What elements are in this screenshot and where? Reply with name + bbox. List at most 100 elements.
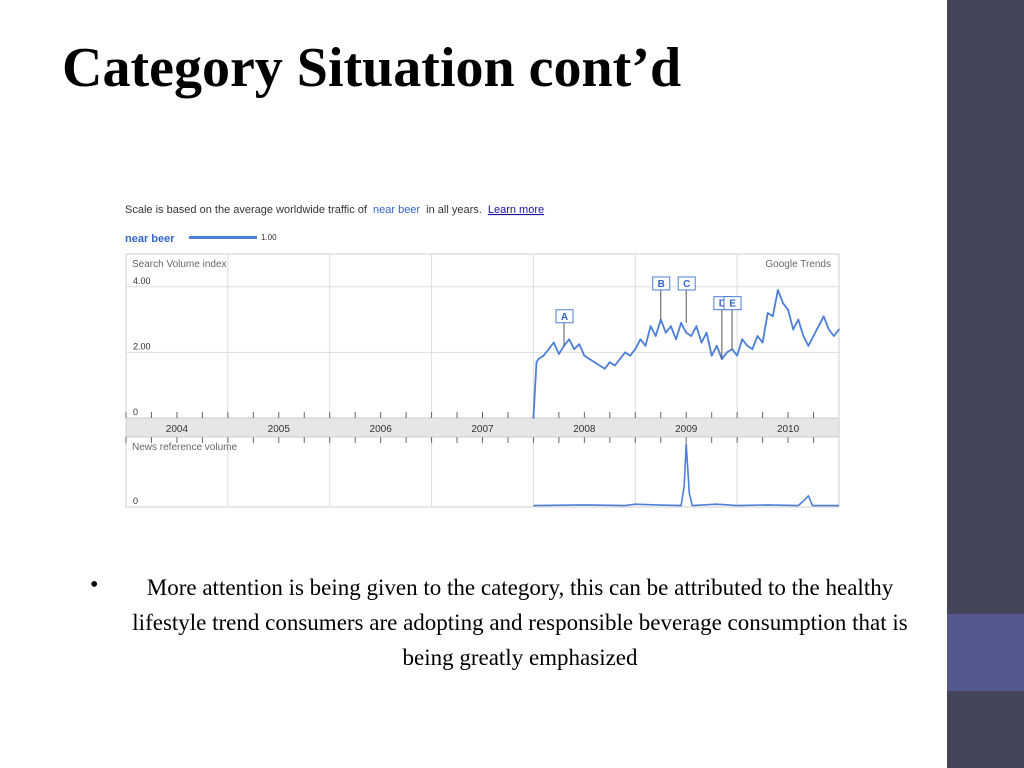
series-point: [838, 328, 840, 331]
series-point: [614, 364, 616, 367]
panel-title-search-volume: Search Volume index: [132, 259, 227, 270]
series-point: [715, 344, 718, 347]
y-tick-label-news: 0: [133, 496, 138, 506]
google-trends-chart: Scale is based on the average worldwide …: [125, 204, 840, 508]
learn-more-link[interactable]: Learn more: [488, 204, 544, 216]
series-point: [771, 315, 774, 318]
y-tick-label: 0: [133, 407, 138, 417]
bullet-marker: •: [90, 572, 99, 598]
series-point: [802, 335, 805, 337]
x-tick-label: 2009: [675, 424, 698, 435]
series-point: [792, 328, 795, 331]
series-point: [710, 354, 713, 357]
series-point: [537, 358, 540, 360]
series-point: [593, 361, 596, 364]
annotation-flag-b: B: [652, 276, 671, 320]
series-point: [573, 348, 576, 351]
series-point: [654, 335, 657, 337]
series-point: [649, 325, 652, 328]
annotation-label: E: [729, 299, 736, 310]
series-point: [787, 308, 789, 311]
series-point: [535, 361, 538, 364]
series-point: [583, 354, 586, 357]
annotation-box: [555, 309, 574, 324]
series-point: [619, 358, 621, 360]
panel-title-news: News reference volume: [132, 442, 237, 453]
series-point: [700, 341, 703, 344]
series-point: [685, 331, 688, 334]
series-point: [624, 351, 626, 354]
series-point: [690, 335, 693, 337]
series-point: [695, 325, 698, 328]
x-tick-label: 2007: [471, 424, 494, 435]
series-point: [741, 338, 744, 341]
series-point: [756, 335, 759, 337]
scale-note-suffix: in all years.: [426, 204, 482, 216]
series-point: [603, 367, 606, 370]
x-tick-label: 2005: [268, 424, 291, 435]
annotation-box: [677, 276, 696, 291]
series-point: [761, 341, 764, 344]
series-point: [670, 325, 672, 328]
annotation-box: [723, 296, 742, 311]
series-point: [532, 417, 535, 419]
series-point: [782, 302, 784, 305]
legend-value: 1.00: [261, 233, 277, 242]
svg-text:Scale is based on the average: Scale is based on the average worldwide …: [125, 204, 544, 216]
series-point: [822, 315, 825, 318]
annotation-label: C: [683, 279, 690, 290]
series-point: [736, 354, 739, 357]
x-tick-label: 2010: [777, 424, 800, 435]
series-point: [776, 289, 779, 291]
legend-term: near beer: [125, 233, 175, 245]
series-point: [705, 331, 708, 334]
scale-note-prefix: Scale is based on the average worldwide …: [125, 204, 368, 216]
series-point: [833, 335, 835, 337]
trends-header: Scale is based on the average worldwide …: [125, 204, 544, 245]
slide-title: Category Situation cont’d: [62, 37, 682, 99]
series-point: [807, 344, 810, 347]
annotation-label: D: [719, 299, 726, 310]
series-point: [726, 351, 728, 354]
annotation-box: [652, 276, 671, 291]
series-point: [634, 348, 637, 351]
trends-plot-area: 2004 2005 2006 2007 2008 2009 2010 Search Volum…: [125, 253, 840, 508]
series-point: [578, 343, 581, 346]
series-point: [552, 341, 555, 344]
series-line-news: [533, 443, 839, 507]
plot-frame: [125, 253, 840, 508]
series-line-near-beer: [532, 289, 840, 419]
series-point: [827, 328, 830, 331]
legend-swatch: [189, 236, 257, 239]
x-tick-label: 2006: [370, 424, 393, 435]
series-point: [797, 318, 800, 321]
series-point: [568, 338, 570, 341]
sidebar-accent-block: [947, 614, 1024, 691]
y-tick-label: 2.00: [133, 341, 151, 351]
annotation-label: A: [561, 312, 568, 323]
series-point: [766, 312, 769, 314]
series-point: [542, 354, 545, 357]
x-tick-label: 2008: [573, 424, 596, 435]
bullet-text: More attention is being given to the cat…: [132, 575, 908, 670]
series-point: [680, 321, 683, 324]
annotation-flag-c: C: [677, 276, 696, 323]
y-tick-label: 4.00: [133, 276, 151, 286]
series-point: [629, 354, 632, 357]
series-point: [746, 344, 749, 347]
annotation-flag-a: A: [555, 309, 574, 346]
series-point: [608, 361, 611, 364]
series-point: [557, 353, 560, 355]
search-term: near beer: [373, 204, 420, 216]
series-point: [675, 338, 677, 341]
series-point: [664, 331, 667, 334]
annotation-label: B: [658, 279, 665, 290]
series-point: [817, 325, 820, 328]
series-point: [644, 344, 647, 347]
series-point: [598, 364, 601, 367]
x-tick-label: 2004: [166, 424, 189, 435]
bullet-list: • More attention is being given to the c…: [85, 570, 925, 675]
series-point: [751, 348, 754, 351]
annotation-flag-e: E: [723, 296, 742, 350]
brand-label: Google Trends: [765, 259, 831, 270]
